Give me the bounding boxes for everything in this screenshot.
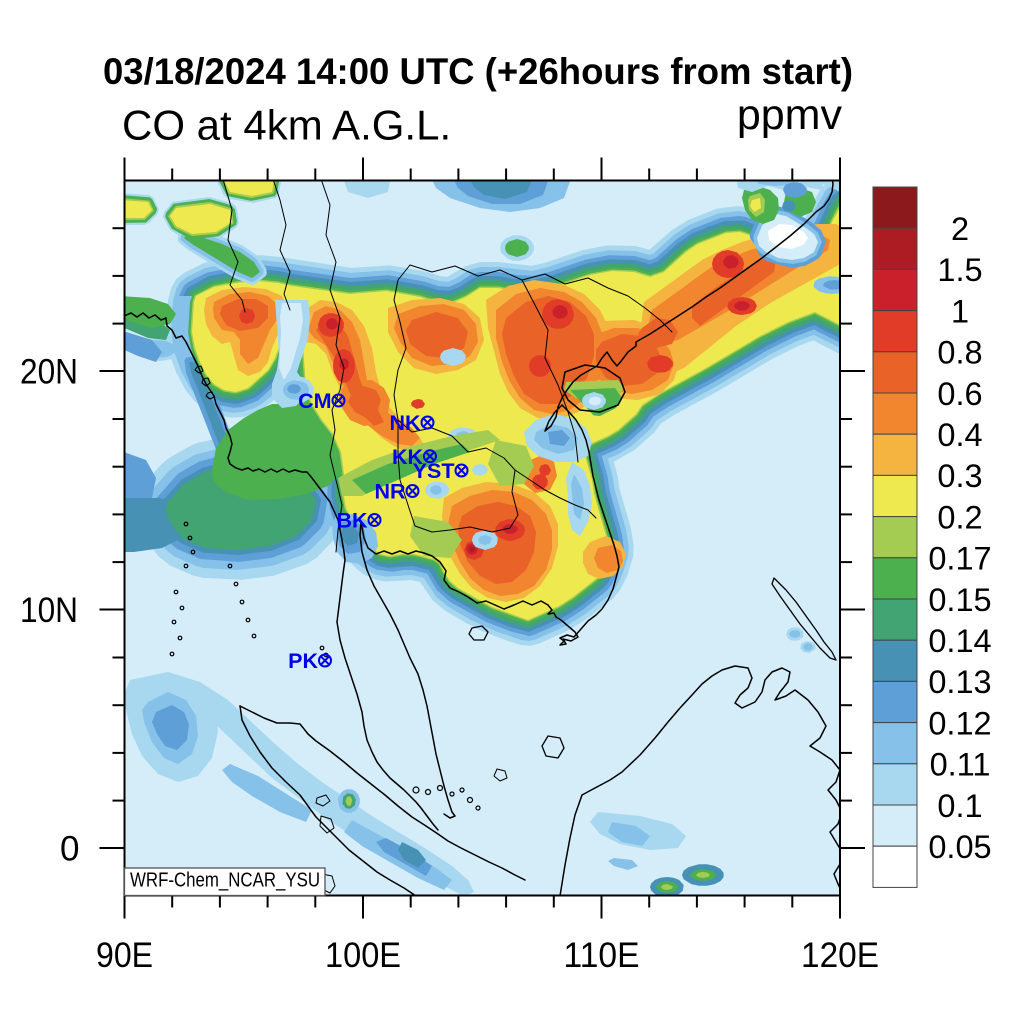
svg-text:CO at 4km A.G.L.: CO at 4km A.G.L. <box>122 102 451 149</box>
svg-text:KK: KK <box>392 445 424 469</box>
svg-text:1: 1 <box>951 293 969 329</box>
svg-text:2: 2 <box>951 211 969 247</box>
svg-text:110E: 110E <box>564 936 640 975</box>
svg-text:03/18/2024 14:00 UTC (+26hours: 03/18/2024 14:00 UTC (+26hours from star… <box>103 51 853 92</box>
svg-text:0.17: 0.17 <box>928 541 991 577</box>
svg-text:0.13: 0.13 <box>928 664 991 700</box>
svg-text:NK: NK <box>389 411 421 435</box>
svg-text:20N: 20N <box>20 352 78 391</box>
svg-text:0.12: 0.12 <box>928 705 991 741</box>
svg-text:0: 0 <box>60 829 79 868</box>
svg-text:YST: YST <box>413 459 455 483</box>
svg-text:0.14: 0.14 <box>928 623 991 659</box>
svg-text:CM: CM <box>298 389 331 413</box>
svg-text:0.4: 0.4 <box>937 417 982 453</box>
svg-text:1.5: 1.5 <box>937 252 982 288</box>
svg-text:0.6: 0.6 <box>937 376 982 412</box>
svg-text:0.2: 0.2 <box>937 499 982 535</box>
svg-text:100E: 100E <box>325 936 401 975</box>
svg-text:0.11: 0.11 <box>930 747 991 783</box>
svg-text:0.15: 0.15 <box>928 582 991 618</box>
svg-text:90E: 90E <box>96 936 153 975</box>
svg-text:0.05: 0.05 <box>928 829 991 865</box>
svg-text:120E: 120E <box>801 936 879 975</box>
svg-text:10N: 10N <box>20 591 78 630</box>
svg-text:BK: BK <box>336 509 368 533</box>
svg-text:0.3: 0.3 <box>937 458 982 494</box>
svg-text:NR: NR <box>374 480 406 504</box>
svg-text:PK: PK <box>288 649 318 673</box>
svg-text:0.1: 0.1 <box>937 788 982 824</box>
svg-text:WRF-Chem_NCAR_YSU: WRF-Chem_NCAR_YSU <box>130 870 320 892</box>
svg-text:ppmv: ppmv <box>737 91 843 139</box>
svg-text:0.8: 0.8 <box>937 335 982 371</box>
